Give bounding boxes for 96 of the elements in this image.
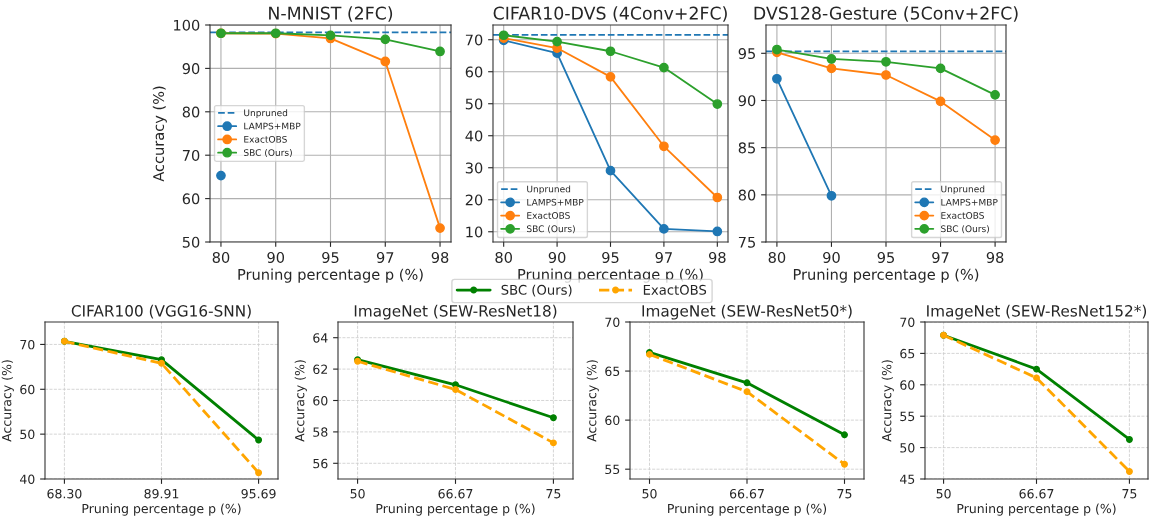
y-tick-label: 10 [466,226,483,238]
legend-label: Unpruned [244,109,288,118]
y-tick-label: 64 [313,333,328,343]
chart-title: ImageNet (SEW-ResNet152*) [927,304,1147,320]
x-tick-label: 75 [1122,489,1137,499]
x-axis-title: Pruning percentage p (%) [518,268,703,283]
x-axis-title: Pruning percentage p (%) [793,268,979,283]
x-axis-title: Pruning percentage p (%) [668,503,827,516]
y-tick-label: 80 [738,189,756,201]
x-axis-title: Pruning percentage p (%) [957,503,1116,516]
chart-title: N-MNIST (2FC) [269,6,393,22]
legend-label: ExactOBS [244,135,287,143]
x-tick-label: 98 [986,251,1004,264]
y-tick-label: 70 [900,317,915,327]
x-tick-label: 98 [431,251,449,264]
x-tick-label: 75 [837,489,852,499]
y-tick-label: 50 [182,236,200,248]
y-axis-title: Accuracy (%) [586,360,599,442]
y-tick-label: 65 [900,348,915,359]
y-axis-title: Accuracy (%) [152,86,167,182]
y-tick-label: 60 [313,395,328,406]
y-tick-label: 80 [182,106,200,118]
y-tick-label: 75 [738,236,755,248]
x-tick-label: 50 [936,488,951,499]
chart-title: CIFAR100 (VGG16-SNN) [71,304,251,319]
x-tick-label: 66.67 [438,488,473,499]
y-tick-label: 95 [738,48,755,60]
x-tick-label: 75 [546,489,561,499]
x-axis-title: Pruning percentage p (%) [376,503,535,516]
x-tick-label: 80 [212,251,230,264]
y-tick-label: 30 [465,162,483,174]
legend-label: SBC (Ours) [527,225,575,234]
chart-title: ImageNet (SEW-ResNet50*) [642,304,852,320]
y-tick-label: 56 [313,458,328,469]
x-tick-label: 90 [267,251,285,264]
legend-label: ExactOBS [527,212,570,219]
x-tick-label: 68.30 [47,488,82,499]
y-tick-label: 60 [465,66,483,78]
legend-label: SBC (Ours) [501,284,572,297]
x-tick-label: 80 [495,251,512,264]
x-tick-label: 66.67 [1019,488,1054,499]
legend-label: Unpruned [527,185,571,195]
x-tick-label: 97 [932,251,949,264]
y-tick-label: 60 [182,193,200,205]
y-tick-label: 40 [19,474,35,484]
y-tick-label: 20 [465,194,483,206]
y-tick-label: 45 [899,474,915,484]
y-tick-label: 62 [313,364,328,375]
y-tick-label: 50 [465,98,483,110]
x-tick-label: 95.69 [241,488,276,499]
legend-label: ExactOBS [643,284,707,295]
y-tick-label: 100 [174,19,200,31]
x-tick-label: 95 [877,251,894,264]
y-tick-label: 55 [900,411,915,422]
chart-title: CIFAR10-DVS (4Conv+2FC) [493,6,727,22]
y-tick-label: 58 [313,427,328,437]
chart-title: ImageNet (SEW-ResNet18) [354,304,557,320]
y-axis-title: Accuracy (%) [881,360,894,442]
legend-label: SBC (Ours) [941,225,989,234]
y-tick-label: 70 [605,317,620,327]
y-axis-title: Accuracy (%) [294,360,307,442]
y-tick-label: 90 [738,95,756,107]
x-tick-label: 80 [768,251,786,264]
x-tick-label: 50 [642,488,657,499]
y-tick-label: 70 [20,339,35,350]
x-tick-label: 90 [548,251,566,264]
legend-label: SBC (Ours) [244,149,292,158]
y-tick-label: 65 [605,366,620,376]
x-axis-title: Pruning percentage p (%) [82,503,241,516]
y-axis-title: Accuracy (%) [1,360,14,442]
y-tick-label: 55 [605,464,620,475]
y-tick-label: 60 [605,415,620,426]
x-tick-label: 98 [708,251,726,264]
y-tick-label: 60 [20,384,35,395]
y-tick-label: 40 [465,130,483,142]
x-axis-title: Pruning percentage p (%) [238,268,423,283]
x-tick-label: 90 [823,251,840,264]
x-tick-label: 50 [350,488,365,499]
y-tick-label: 60 [900,380,915,390]
y-tick-label: 70 [465,34,483,46]
legend-label: LAMPS+MBP [244,122,301,130]
legend-label: ExactOBS [941,212,984,219]
y-tick-label: 70 [182,149,200,161]
legend-label: Unpruned [941,185,985,195]
y-tick-label: 85 [738,142,755,154]
x-tick-label: 89.91 [144,488,179,499]
y-tick-label: 90 [182,63,200,75]
x-tick-label: 66.67 [729,488,764,499]
legend-label: LAMPS+MBP [527,198,584,206]
x-tick-label: 97 [376,251,394,264]
legend-label: LAMPS+MBP [941,198,998,206]
x-tick-label: 95 [322,251,339,264]
y-tick-label: 50 [900,443,915,453]
x-tick-label: 97 [655,251,672,264]
chart-title: DVS128-Gesture (5Conv+2FC) [754,6,1018,22]
y-tick-label: 50 [20,429,35,440]
